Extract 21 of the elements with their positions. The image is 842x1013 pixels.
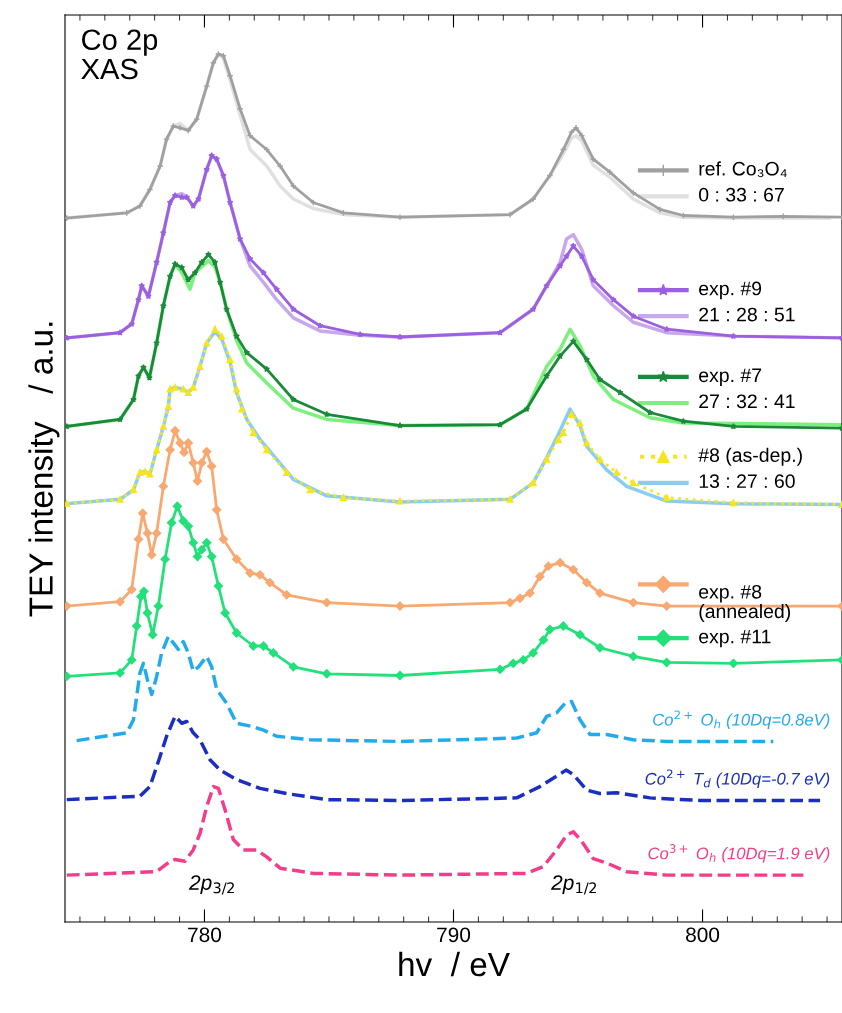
legend-label: exp. #9 — [699, 281, 762, 300]
legend-label: 13 : 27 : 60 — [699, 474, 795, 489]
x-tick-label: 800 — [686, 927, 720, 943]
annotation: 2p$_{3/2}$ — [188, 875, 234, 895]
x-axis-title: hv / eV — [399, 951, 510, 977]
legend-label: 21 : 28 : 51 — [699, 307, 795, 322]
annotation: 2p$_{1/2}$ — [551, 875, 597, 895]
y-axis-title: TEY intensity / a.u. — [28, 322, 60, 617]
series-label: Co$^{2+}$ T$_{d}$ (10Dq=-0.7 eV) — [645, 769, 830, 788]
legend-label: #8 (as-dep.) — [698, 447, 802, 466]
series-label: Co$^{3+}$ O$_{h}$ (10Dq=1.9 eV) — [648, 844, 830, 863]
x-tick-label: 790 — [437, 927, 471, 943]
x-tick-label: 780 — [188, 927, 222, 943]
legend-label: ref. Co₃O₄ — [699, 161, 787, 178]
legend-label: exp. #11 — [699, 629, 771, 648]
legend-label: exp. #7 — [699, 368, 762, 386]
legend-label: exp. #8 (annealed) — [699, 584, 791, 623]
annotation: Co 2p XAS — [81, 29, 158, 80]
legend-label: 0 : 33 : 67 — [699, 187, 784, 202]
series-label: Co$^{2+}$ O$_{h}$ (10Dq=0.8eV) — [653, 710, 830, 729]
legend-label: 27 : 32 : 41 — [699, 394, 795, 409]
